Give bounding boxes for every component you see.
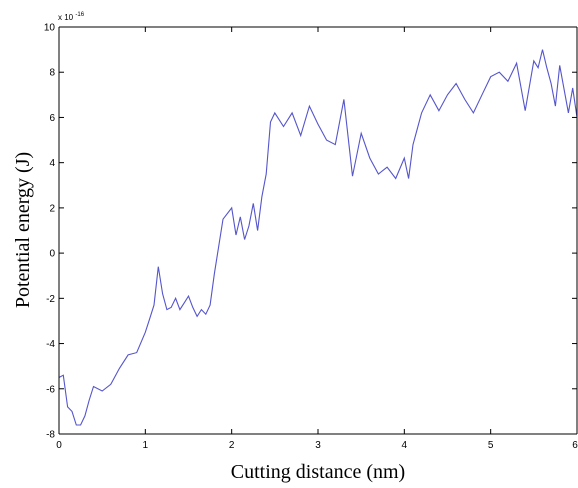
x-tick-label: 2: [229, 440, 235, 451]
y-exponent-power: -16: [75, 12, 84, 18]
y-tick-label: 2: [49, 203, 55, 214]
x-axis-title: Cutting distance (nm): [231, 461, 405, 483]
x-tick-label: 6: [572, 440, 578, 451]
y-tick-label: -4: [46, 339, 55, 350]
x-tick-label: 5: [488, 440, 494, 451]
y-tick-label: -6: [46, 384, 55, 395]
y-tick-label: 4: [49, 158, 55, 169]
x-tick-label: 1: [143, 440, 149, 451]
y-tick-label: 6: [49, 113, 55, 124]
y-tick-label: 10: [44, 23, 56, 34]
y-exponent-label: x 10 -16: [58, 12, 85, 22]
plot-area: [59, 27, 577, 434]
x-tick-label: 0: [56, 440, 62, 451]
y-tick-label: -2: [46, 294, 55, 305]
y-exponent-base: x 10: [58, 13, 74, 22]
x-tick-label: 4: [402, 440, 408, 451]
x-tick-label: 3: [315, 440, 321, 451]
y-axis-title: Potential energy (J): [12, 152, 34, 308]
y-tick-label: -8: [46, 430, 55, 441]
data-series-line: [58, 49, 578, 426]
y-tick-label: 0: [49, 249, 55, 260]
y-tick-label: 8: [49, 68, 55, 79]
